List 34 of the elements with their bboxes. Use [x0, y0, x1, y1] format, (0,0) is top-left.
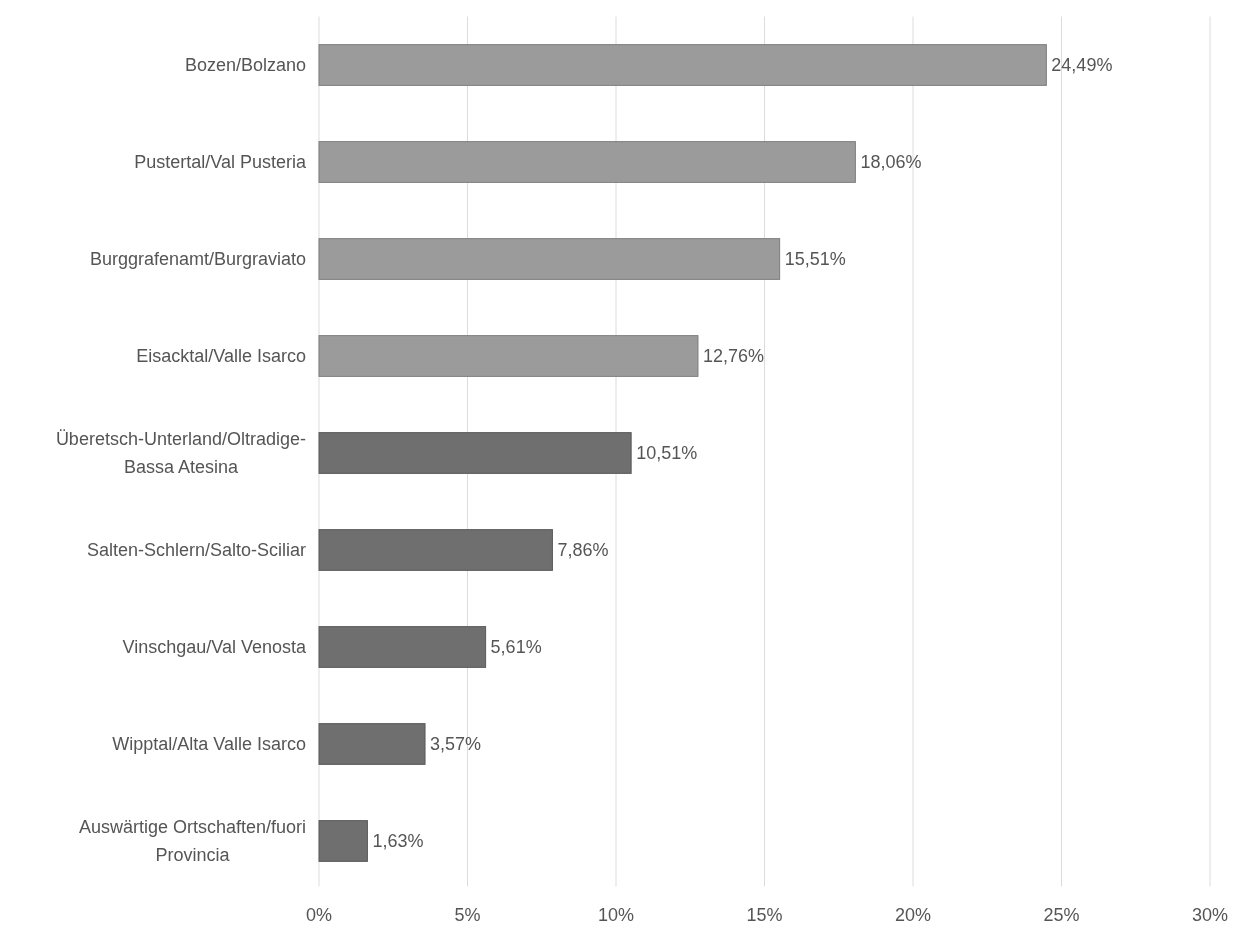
x-tick-label: 25%	[1043, 905, 1080, 925]
data-label: 3,57%	[430, 734, 482, 754]
data-label: 1,63%	[372, 831, 424, 851]
x-tick-label: 0%	[305, 905, 333, 925]
x-tick-label: 20%	[894, 905, 932, 925]
data-label: 12,76%	[702, 346, 765, 366]
data-label: 24,49%	[1051, 55, 1113, 75]
y-tick-label: Überetsch-Unterland/Oltradige-Bassa Atesina	[55, 429, 307, 477]
y-tick-label: Auswärtige Ortschaften/fuori Provincia	[78, 817, 306, 865]
y-tick-label: Eisacktal/Valle Isarco	[136, 346, 306, 366]
data-label: 5,61%	[490, 637, 542, 657]
x-tick-label: 30%	[1191, 905, 1229, 925]
bar	[318, 820, 368, 862]
y-tick-label: Salten-Schlern/Salto-Sciliar	[86, 540, 307, 560]
bar	[318, 141, 856, 183]
x-tick-label: 15%	[746, 905, 783, 925]
data-label: 18,06%	[860, 152, 922, 172]
y-tick-label: Wipptal/Alta Valle Isarco	[112, 734, 306, 754]
bar	[318, 432, 632, 474]
x-tick-label: 10%	[597, 905, 635, 925]
x-tick-label: 5%	[454, 905, 481, 925]
y-tick-label: Vinschgau/Val Venosta	[122, 637, 307, 657]
data-label: 7,86%	[557, 540, 609, 560]
bar	[318, 529, 553, 571]
y-tick-label: Pustertal/Val Pusteria	[134, 152, 307, 172]
bar	[318, 44, 1047, 86]
y-tick-label: Burggrafenamt/Burgraviato	[89, 249, 307, 269]
bar	[318, 335, 699, 377]
y-tick-label: Bozen/Bolzano	[184, 55, 306, 75]
bar	[318, 238, 781, 280]
bar	[318, 626, 487, 668]
data-label: 10,51%	[636, 443, 698, 463]
data-label: 15,51%	[784, 249, 846, 269]
bar	[318, 723, 426, 765]
